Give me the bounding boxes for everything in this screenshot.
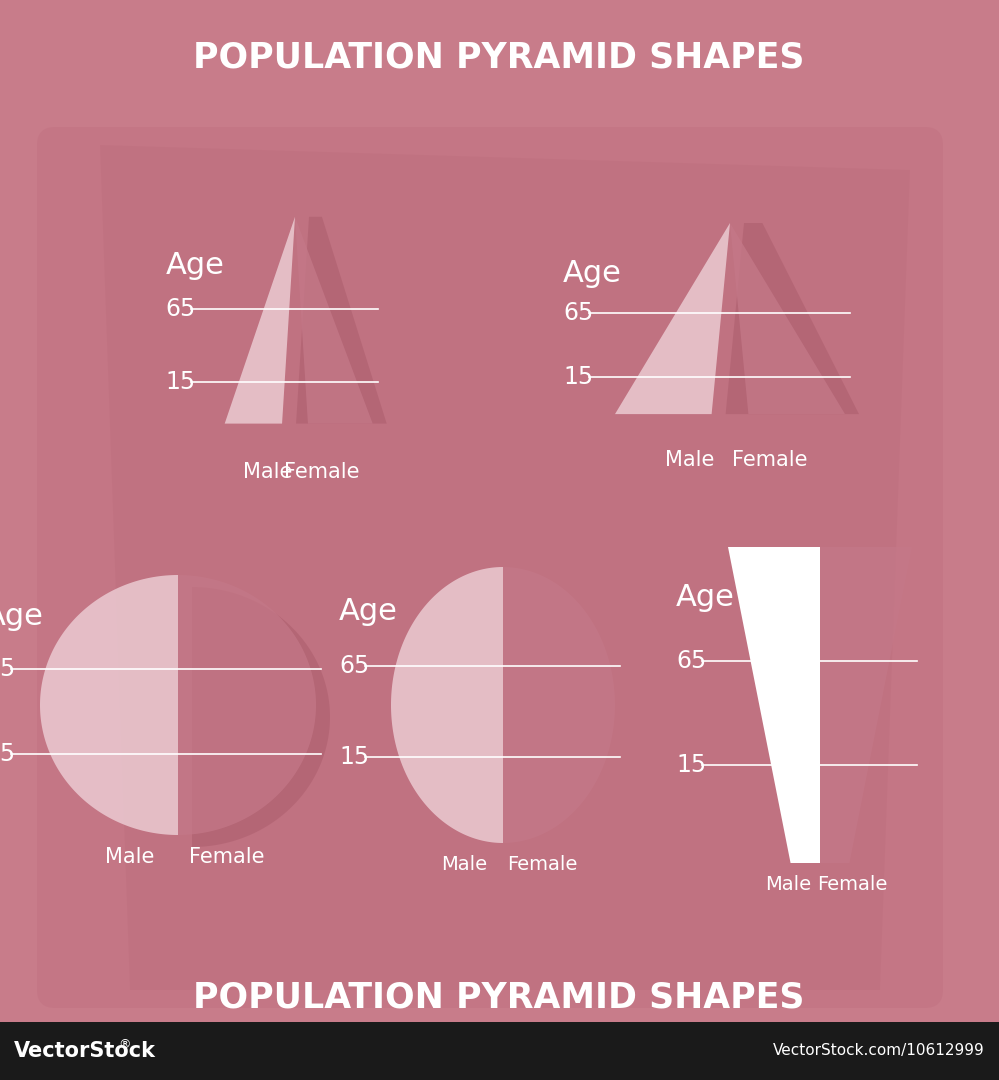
- Polygon shape: [725, 222, 859, 414]
- Text: 65: 65: [339, 654, 370, 678]
- Text: 15: 15: [563, 365, 593, 389]
- Polygon shape: [225, 217, 295, 423]
- Text: Female: Female: [189, 847, 264, 867]
- Text: ®: ®: [118, 1039, 131, 1052]
- Polygon shape: [391, 567, 503, 843]
- Polygon shape: [503, 567, 615, 843]
- Text: 65: 65: [165, 297, 196, 321]
- Polygon shape: [728, 546, 820, 863]
- Text: Male: Male: [243, 462, 293, 482]
- Text: Male: Male: [765, 876, 811, 894]
- Text: 15: 15: [165, 369, 196, 394]
- Text: Female: Female: [817, 876, 887, 894]
- Polygon shape: [730, 222, 845, 414]
- Polygon shape: [615, 222, 730, 414]
- Text: 15: 15: [339, 745, 369, 769]
- Text: Female: Female: [732, 449, 808, 470]
- Text: 15: 15: [676, 753, 706, 777]
- Text: Age: Age: [339, 596, 398, 625]
- Text: Male: Male: [665, 449, 714, 470]
- Text: VectorStock: VectorStock: [14, 1041, 156, 1061]
- Text: Age: Age: [563, 259, 621, 288]
- Text: POPULATION PYRAMID SHAPES: POPULATION PYRAMID SHAPES: [194, 41, 804, 75]
- Text: POPULATION PYRAMID SHAPES: POPULATION PYRAMID SHAPES: [194, 981, 804, 1015]
- Text: VectorStock.com/10612999: VectorStock.com/10612999: [773, 1043, 985, 1058]
- Text: Male: Male: [441, 855, 487, 875]
- Text: Age: Age: [0, 603, 44, 631]
- Text: 65: 65: [676, 649, 706, 673]
- Polygon shape: [295, 217, 373, 423]
- Polygon shape: [178, 575, 316, 835]
- Polygon shape: [820, 546, 912, 863]
- Text: Female: Female: [285, 462, 360, 482]
- Text: Female: Female: [507, 855, 577, 875]
- Text: 65: 65: [0, 657, 15, 680]
- Polygon shape: [192, 588, 330, 847]
- Polygon shape: [40, 575, 178, 835]
- FancyBboxPatch shape: [37, 127, 943, 1008]
- Text: Male: Male: [105, 847, 155, 867]
- Polygon shape: [100, 145, 910, 990]
- Text: Age: Age: [165, 251, 224, 280]
- Text: 15: 15: [0, 742, 15, 767]
- Bar: [0, 1022, 999, 1080]
- Polygon shape: [296, 217, 387, 423]
- Text: 65: 65: [563, 300, 593, 325]
- Text: Age: Age: [676, 583, 735, 612]
